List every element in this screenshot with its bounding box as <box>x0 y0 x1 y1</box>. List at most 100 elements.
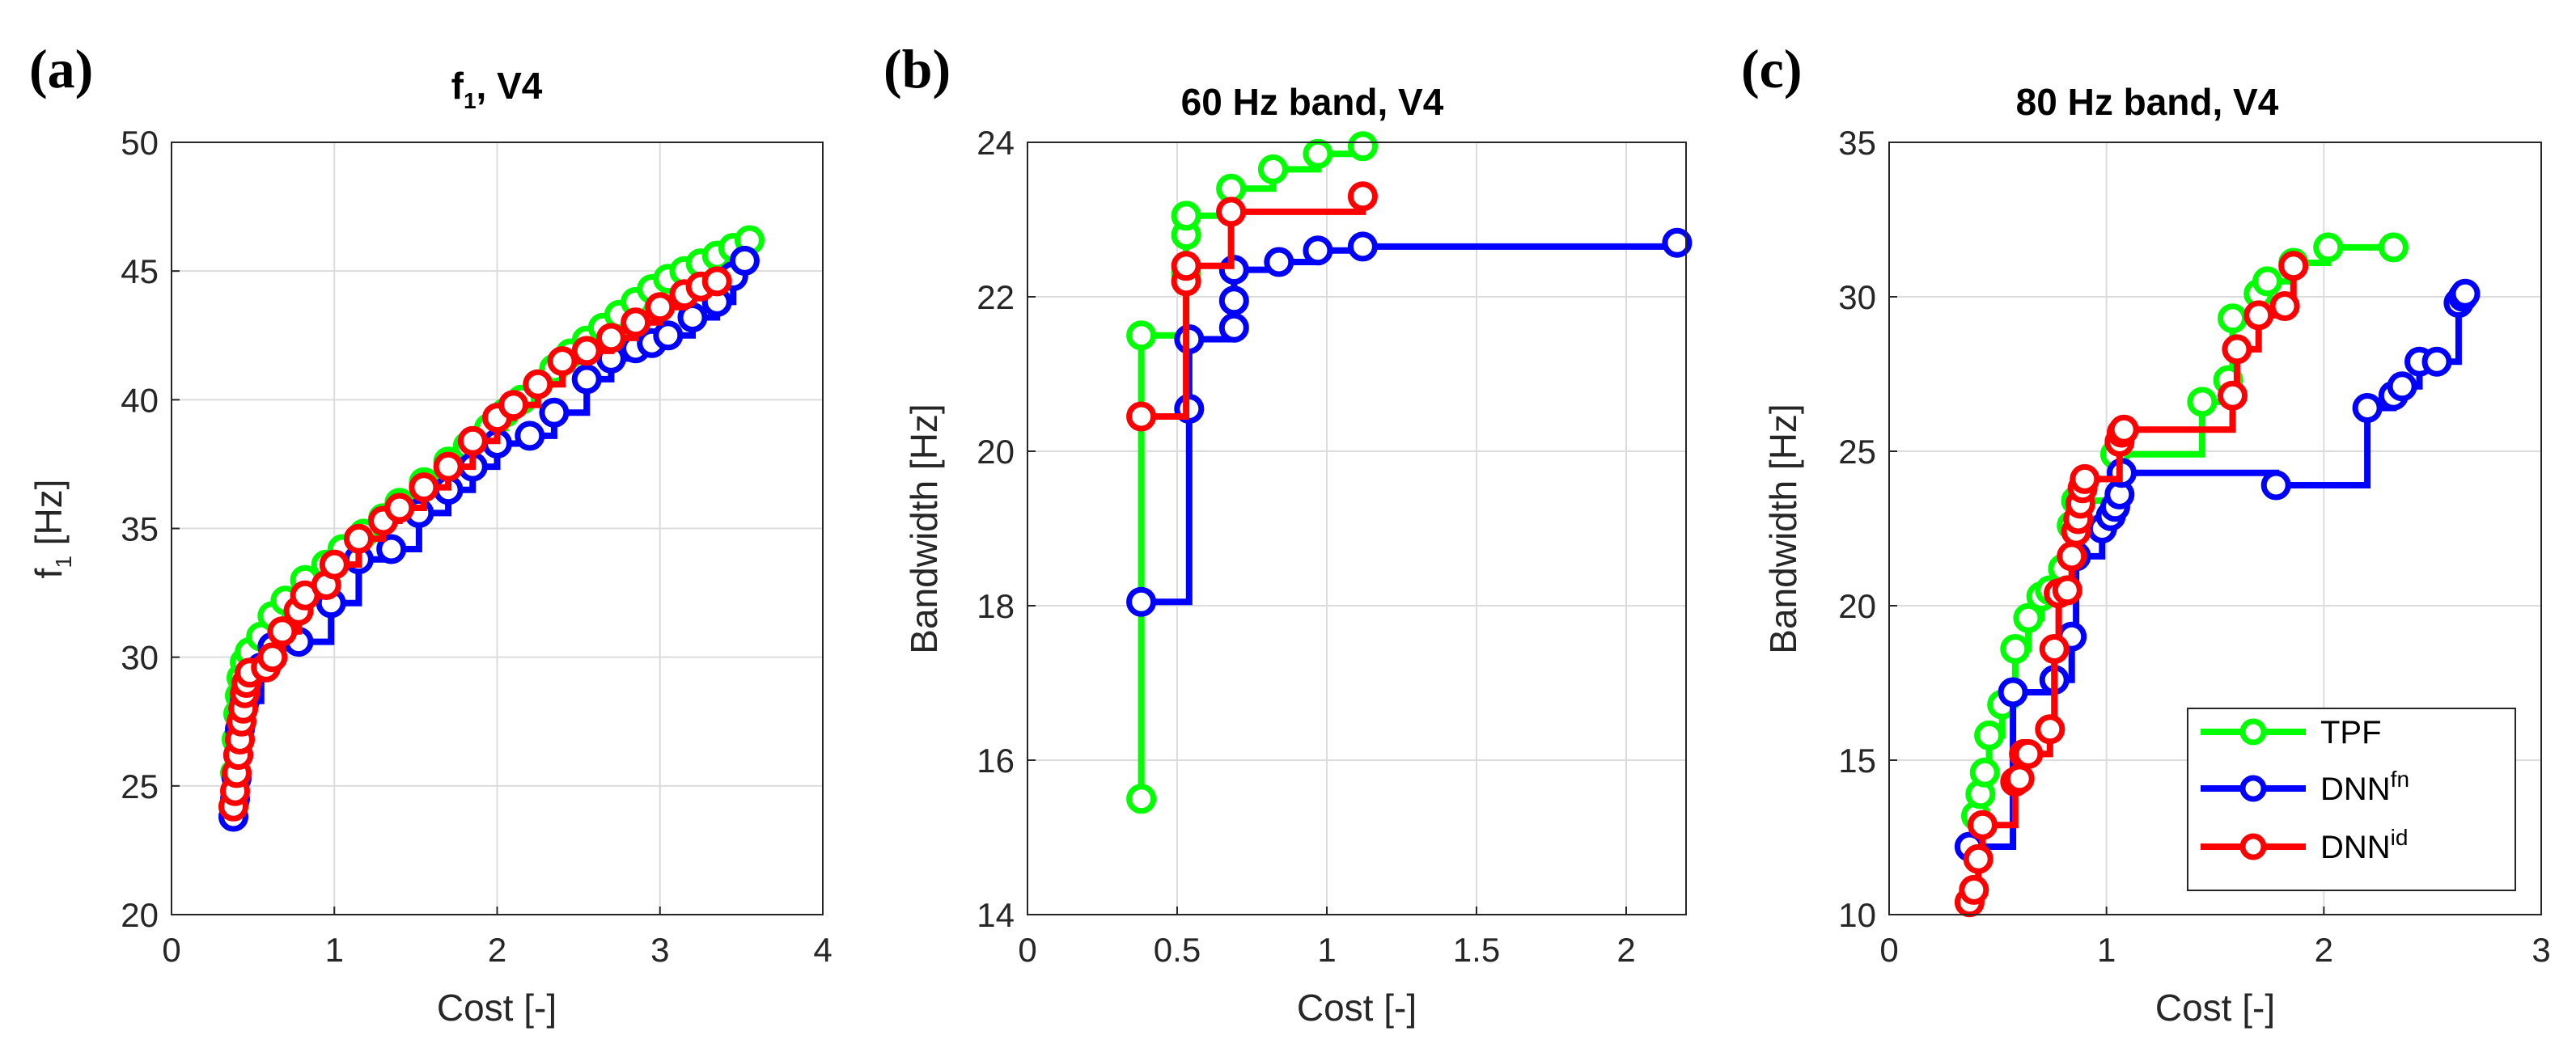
panel-a-title: f1, V4 <box>451 65 543 113</box>
panel-a-ytick-label-6: 50 <box>121 124 159 162</box>
panel-b-ytick-label-2: 18 <box>977 587 1015 625</box>
panel-b-point-tpf-4 <box>1171 201 1201 231</box>
panel-a-ytick-label-0: 20 <box>121 896 159 934</box>
panel-c-point-dnn-id-23 <box>2243 300 2274 331</box>
panel-b-point-dnn-id-2 <box>1171 251 1201 281</box>
panel-b-point-dnn-id-3 <box>1216 197 1247 227</box>
panel-a-xlabel: Cost [-] <box>437 987 557 1029</box>
panel-c-point-dnn-fn-1 <box>1998 677 2028 708</box>
panel-a-series <box>218 225 765 832</box>
panel-a-point-dnn-id-30 <box>645 292 676 323</box>
panel-c-xtick-label-1: 1 <box>2097 931 2116 969</box>
panel-label-a: (a) <box>29 38 93 99</box>
panel-c-ytick-label-4: 30 <box>1838 278 1876 316</box>
panel-c-point-tpf-5 <box>2000 634 2031 664</box>
panel-a-point-dnn-id-25 <box>523 369 553 399</box>
panel-b-ytick-label-0: 14 <box>977 896 1015 934</box>
panel-c-point-tpf-13 <box>2187 387 2218 417</box>
panel-a-point-dnn-id-24 <box>498 390 529 421</box>
panel-c-point-dnn-id-2 <box>1963 843 1993 874</box>
panel-b-point-tpf-7 <box>1303 138 1333 169</box>
legend-entry-dnn-id: DNNid <box>2201 825 2408 865</box>
legend-label-dnn-id: DNNid <box>2320 825 2408 865</box>
panel-a-yticks: 20 25 30 35 40 45 50 <box>121 124 180 934</box>
panel-a-point-dnn-id-21 <box>433 451 464 482</box>
panel-b-point-tpf-6 <box>1257 154 1288 184</box>
panel-b-point-tpf-1 <box>1126 320 1157 351</box>
panel-label-b: (b) <box>883 38 951 99</box>
panel-b-point-dnn-id-4 <box>1347 181 1378 212</box>
panel-c-yticks: 10 15 20 25 30 35 <box>1838 124 1897 934</box>
panel-c-point-dnn-fn-11 <box>2352 393 2383 423</box>
panel-c-point-dnn-id-25 <box>2278 251 2309 281</box>
panel-b-xtick-label-4: 2 <box>1616 931 1635 969</box>
panel-a-xtick-label-4: 4 <box>813 931 832 969</box>
panel-b-title: 60 Hz band, V4 <box>1181 81 1444 123</box>
panel-c-point-dnn-id-8 <box>2035 714 2065 745</box>
panel-c-point-dnn-fn-18 <box>2450 278 2481 309</box>
panel-c-point-dnn-id-5 <box>2004 763 2035 794</box>
panel-c-point-dnn-id-12 <box>2057 541 2087 572</box>
panel-a-xtick-label-2: 2 <box>488 931 506 969</box>
panel-c-point-dnn-id-1 <box>1959 874 1989 905</box>
panel-c-point-tpf-17 <box>2252 266 2282 297</box>
panel-b-yticks: 14 16 18 20 22 24 <box>977 124 1036 934</box>
panel-c-ytick-label-0: 10 <box>1838 896 1876 934</box>
panel-b-ytick-label-5: 24 <box>977 124 1015 162</box>
panel-a-point-dnn-id-19 <box>384 492 415 523</box>
panel-b-axes-box <box>1027 142 1687 915</box>
panel-c-point-dnn-id-20 <box>2108 414 2139 445</box>
panel-a-xticks: 0 1 2 3 4 <box>162 907 833 969</box>
panel-b-series <box>1126 131 1693 814</box>
panel-b-xticks: 0 0.5 1 1.5 2 <box>1018 907 1636 969</box>
panel-a-point-dnn-id-22 <box>457 425 488 456</box>
panel-c-ytick-label-3: 25 <box>1838 433 1876 471</box>
panel-c-point-dnn-id-3 <box>1968 809 1998 840</box>
panel-a-point-dnn-fn-17 <box>539 397 570 428</box>
panel-a-point-dnn-id-26 <box>547 346 578 377</box>
panel-c-point-dnn-id-21 <box>2218 380 2248 411</box>
legend-label-dnn-fn: DNNfn <box>2320 767 2409 807</box>
panel-b-ytick-label-1: 16 <box>977 742 1015 780</box>
panel-b-ylabel: Bandwidth [Hz] <box>903 404 945 653</box>
panel-a-point-dnn-fn-18 <box>571 364 602 395</box>
panel-a-point-dnn-fn-22 <box>653 320 684 351</box>
panel-a-point-dnn-id-28 <box>595 323 626 353</box>
panel-b-point-dnn-fn-0 <box>1126 586 1157 617</box>
panel-c-point-tpf-15 <box>2218 303 2248 334</box>
legend-entry-dnn-fn: DNNfn <box>2201 767 2409 807</box>
panel-c-point-tpf-6 <box>2013 602 2044 633</box>
panel-a-ylabel: f1 [Hz] <box>28 480 76 579</box>
panel-c-point-dnn-id-9 <box>2039 634 2070 664</box>
legend-label-tpf: TPF <box>2320 715 2382 750</box>
panel-b-xtick-label-2: 1 <box>1317 931 1336 969</box>
panel-b-point-tpf-8 <box>1347 131 1378 162</box>
panel-a-point-dnn-id-12 <box>267 616 298 647</box>
panel-b-point-dnn-fn-7 <box>1303 235 1333 266</box>
panel-b-xtick-label-3: 1.5 <box>1453 931 1500 969</box>
panel-c-point-dnn-id-22 <box>2222 334 2252 365</box>
panel-b-ytick-label-3: 20 <box>977 433 1015 471</box>
panel-a-point-dnn-id-20 <box>409 472 439 503</box>
panel-a-ytick-label-5: 45 <box>121 252 159 290</box>
panel-b-point-dnn-fn-4 <box>1218 285 1249 316</box>
panel-c-point-dnn-fn-15 <box>2421 346 2452 377</box>
panel-a-ytick-label-4: 40 <box>121 381 159 419</box>
panel-b-point-dnn-id-0 <box>1126 401 1157 432</box>
panel-c-series <box>1954 232 2481 918</box>
legend-marker-tpf <box>2239 718 2267 746</box>
panel-c-point-tpf-19 <box>2313 232 2344 263</box>
panel-c-title: 80 Hz band, V4 <box>2016 81 2279 123</box>
panel-a-xtick-label-1: 1 <box>325 931 344 969</box>
panel-b-xtick-label-0: 0 <box>1018 931 1036 969</box>
panel-a-point-dnn-id-16 <box>319 549 350 580</box>
panel-c-point-dnn-fn-10 <box>2260 470 2291 501</box>
panel-a-point-dnn-id-33 <box>701 266 732 297</box>
legend: TPF DNNfn DNNid <box>2187 708 2516 891</box>
panel-c-xtick-label-3: 3 <box>2532 931 2550 969</box>
panel-b: (b) 60 Hz band, V4 0 0.5 1 1.5 2 14 16 18 20 22 2… <box>883 38 1693 1029</box>
panel-a-xtick-label-3: 3 <box>650 931 669 969</box>
legend-marker-dnn-fn <box>2239 775 2267 802</box>
panel-c-point-tpf-3 <box>1974 720 2005 750</box>
